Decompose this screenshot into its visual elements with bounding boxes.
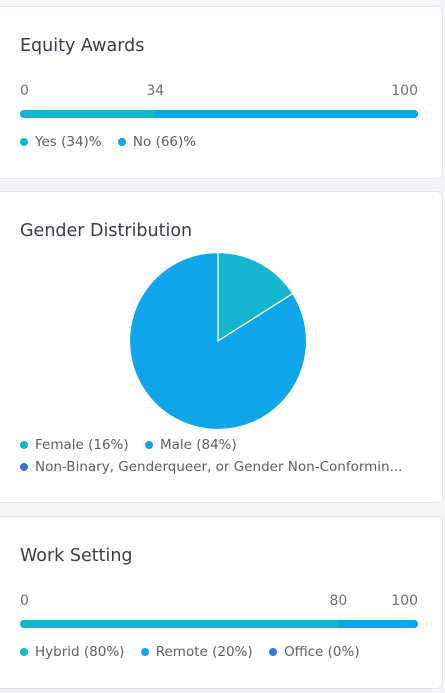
legend-label: Office (0%) — [283, 644, 360, 660]
equity-awards-legend: Yes (34)% No (66)% — [20, 131, 412, 153]
legend-item-remote[interactable]: Remote (20%) — [140, 641, 253, 663]
bar-segment-hybrid[interactable] — [20, 620, 339, 628]
gender-pie-chart — [128, 251, 308, 431]
tick-label: 0 — [20, 83, 29, 99]
legend-item-office[interactable]: Office (0%) — [268, 641, 360, 663]
bar-segment-yes[interactable] — [20, 110, 156, 118]
tick-label: 34 — [146, 83, 165, 99]
tick-label: 80 — [329, 593, 348, 609]
legend-item-yes[interactable]: Yes (34)% — [20, 131, 102, 153]
legend-dot-icon — [144, 441, 153, 449]
legend-label: Male (84%) — [159, 437, 237, 453]
gender-distribution-title: Gender Distribution — [20, 221, 193, 241]
legend-item-no[interactable]: No (66)% — [117, 131, 197, 153]
equity-awards-card: Equity Awards 0 34 100 Yes (34)% No (66)… — [0, 6, 443, 179]
bar-segment-no[interactable] — [155, 110, 418, 118]
legend-dot-icon — [268, 648, 277, 656]
tick-label: 100 — [391, 83, 418, 99]
work-setting-card: Work Setting 0 80 100 Hybrid (80%) Remot… — [0, 516, 443, 689]
equity-awards-bar-chart: 0 34 100 — [20, 83, 418, 123]
gender-distribution-legend: Female (16%) Male (84%) Non-Binary, Gend… — [20, 434, 412, 478]
legend-label: Remote (20%) — [155, 644, 253, 660]
legend-dot-icon — [20, 138, 28, 146]
legend-item-hybrid[interactable]: Hybrid (80%) — [20, 641, 124, 663]
legend-label: Yes (34)% — [35, 134, 102, 150]
legend-dot-icon — [20, 463, 28, 471]
legend-dot-icon — [117, 138, 126, 146]
legend-label: No (66)% — [132, 134, 197, 150]
legend-dot-icon — [140, 648, 149, 656]
work-setting-title: Work Setting — [20, 546, 133, 566]
pie-slice-female[interactable] — [217, 251, 294, 343]
tick-label: 0 — [20, 593, 29, 609]
legend-label: Non-Binary, Genderqueer, or Gender Non-C… — [35, 459, 403, 475]
legend-dot-icon — [20, 648, 28, 656]
legend-item-male[interactable]: Male (84%) — [144, 434, 237, 456]
bar-segment-remote[interactable] — [338, 620, 418, 628]
stacked-bar-track — [20, 620, 418, 628]
tick-label: 100 — [391, 593, 418, 609]
legend-item-non-binary[interactable]: Non-Binary, Genderqueer, or Gender Non-C… — [20, 456, 402, 478]
gender-distribution-card: Gender Distribution Female (16%) Male (8… — [0, 191, 443, 503]
legend-dot-icon — [20, 441, 28, 449]
stacked-bar-track — [20, 110, 418, 118]
legend-label: Female (16%) — [35, 437, 129, 453]
legend-label: Hybrid (80%) — [35, 644, 125, 660]
pie-slice-male[interactable] — [128, 251, 308, 431]
equity-awards-title: Equity Awards — [20, 36, 145, 56]
work-setting-legend: Hybrid (80%) Remote (20%) Office (0%) — [20, 641, 412, 663]
work-setting-bar-chart: 0 80 100 — [20, 593, 418, 633]
legend-item-female[interactable]: Female (16%) — [20, 434, 129, 456]
